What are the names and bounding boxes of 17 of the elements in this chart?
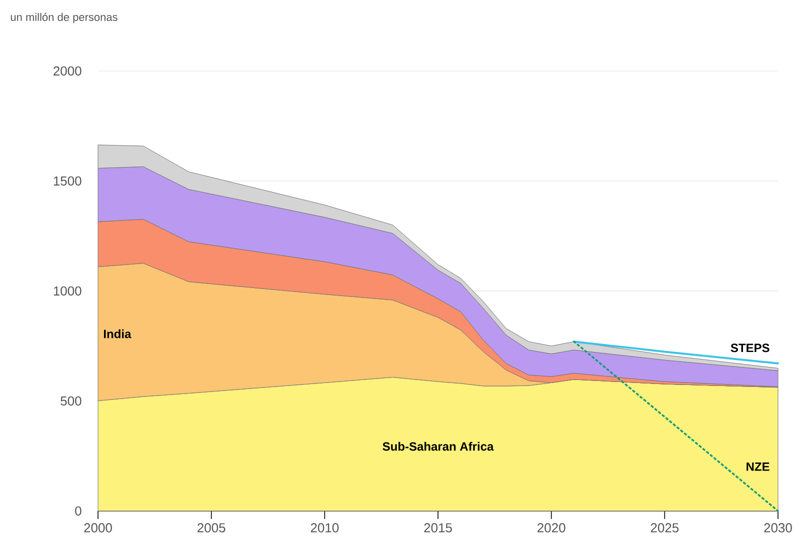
series-label: NZE (746, 462, 770, 471)
series-label: STEPS (730, 344, 770, 352)
x-tick-label: 2025 (650, 523, 679, 532)
series-label: Sub-Saharan Africa (382, 442, 494, 451)
y-axis-title: un millón de personas (10, 12, 118, 24)
x-tick-label: 2010 (310, 523, 339, 532)
y-tick-label: 2000 (54, 66, 82, 76)
y-tick-label: 500 (60, 396, 82, 406)
x-tick-label: 2015 (424, 523, 452, 532)
x-tick-label: 2005 (198, 523, 226, 532)
x-tick-label: 2030 (764, 523, 792, 532)
x-tick-label: 2020 (538, 523, 566, 532)
y-tick-label: 1000 (54, 286, 82, 296)
y-tick-label: 0 (75, 506, 82, 516)
series-label: India (104, 329, 132, 338)
y-tick-label: 1500 (54, 176, 82, 186)
x-tick-label: 2000 (84, 523, 112, 532)
